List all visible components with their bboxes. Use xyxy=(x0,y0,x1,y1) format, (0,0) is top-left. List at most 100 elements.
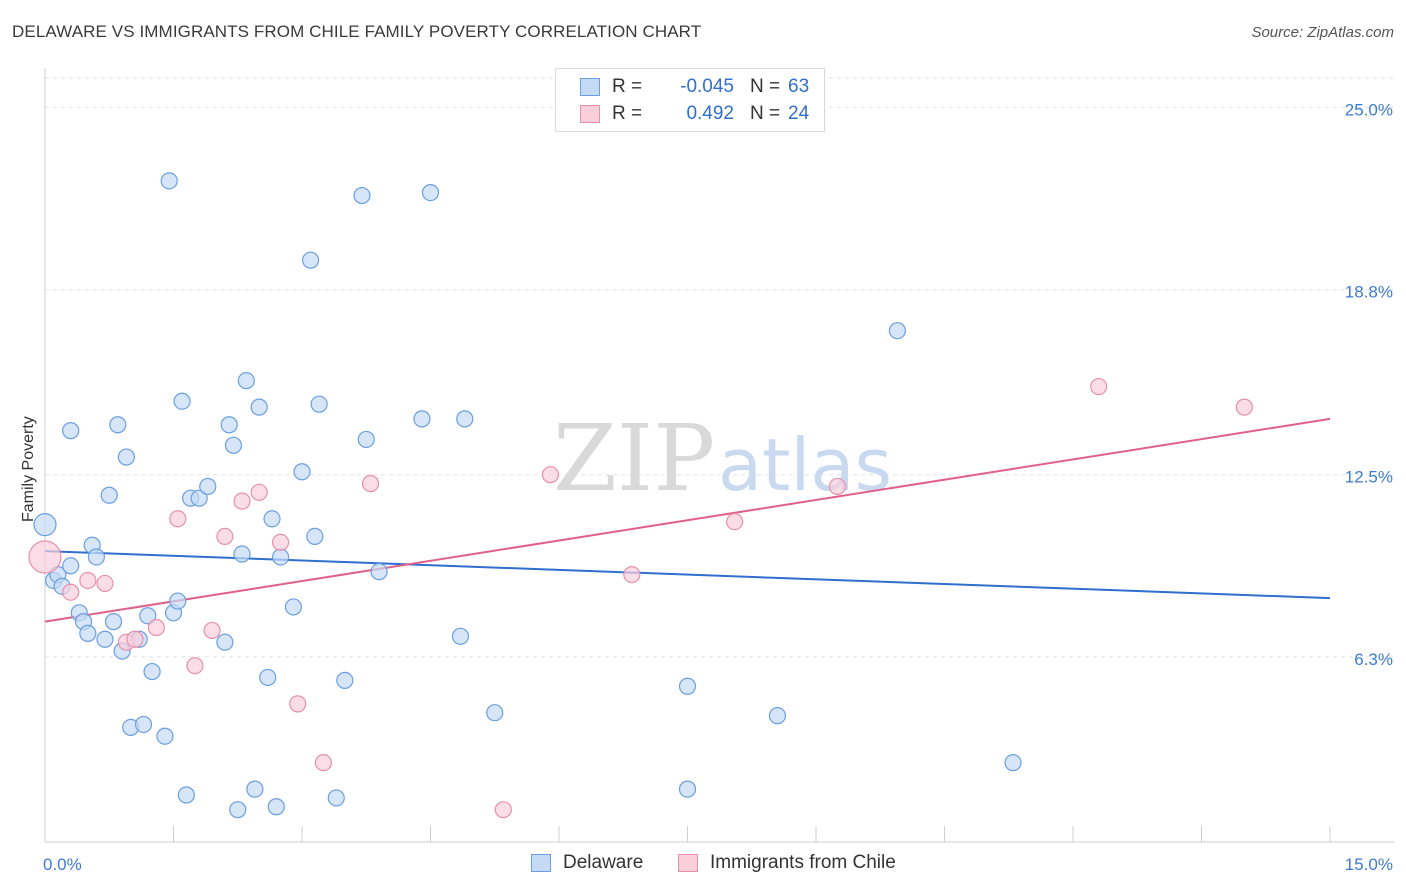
chile-point xyxy=(203,621,221,640)
chile-point xyxy=(186,657,204,675)
y-tick-label: 25.0% xyxy=(1345,100,1393,119)
source-label: Source: ZipAtlas.com xyxy=(1251,24,1394,41)
delaware-point xyxy=(216,633,234,651)
chile-point xyxy=(494,801,512,819)
delaware-swatch xyxy=(531,854,551,872)
delaware-point xyxy=(267,798,285,816)
delaware-point xyxy=(96,630,114,648)
chile-point xyxy=(96,574,114,593)
delaware-point xyxy=(370,563,388,581)
legend-label-delaware: Delaware xyxy=(563,852,644,873)
chile-point xyxy=(271,533,290,551)
delaware-point xyxy=(199,477,217,496)
y-tick-label: 6.3% xyxy=(1354,650,1393,669)
x-tick-label-max: 15.0% xyxy=(1345,855,1393,874)
y-axis-label: Family Poverty xyxy=(20,416,37,522)
delaware-point xyxy=(301,251,320,269)
delaware-point xyxy=(33,513,57,537)
n-value: 63 xyxy=(788,76,810,97)
r-label: R = xyxy=(612,76,643,97)
delaware-point xyxy=(678,780,697,798)
series-legend: Delaware Immigrants from Chile xyxy=(0,852,1406,876)
delaware-point xyxy=(100,486,118,504)
delaware-point xyxy=(1004,754,1022,772)
chile-point xyxy=(233,492,251,510)
r-value: -0.045 xyxy=(680,76,734,97)
delaware-point xyxy=(104,613,123,631)
chile-point xyxy=(250,483,268,501)
chile-point xyxy=(726,513,744,531)
delaware-point xyxy=(143,662,161,681)
delaware-point xyxy=(678,677,697,695)
delaware-point xyxy=(237,372,255,390)
watermark-atlas: atlas xyxy=(718,423,892,507)
delaware-point xyxy=(233,545,251,563)
delaware-point xyxy=(134,715,153,734)
delaware-point xyxy=(117,448,135,466)
delaware-point xyxy=(336,671,354,689)
chile-point xyxy=(1235,398,1253,416)
legend-item-chile[interactable]: Immigrants from Chile xyxy=(678,852,896,874)
delaware-point xyxy=(357,430,375,449)
delaware-point xyxy=(263,510,281,528)
chile-point xyxy=(314,754,333,772)
tick-labels: 25.0% 18.8% 12.5% 6.3% 0.0% 15.0% xyxy=(43,100,1393,874)
chile-point xyxy=(541,466,560,484)
n-value: 24 xyxy=(788,103,810,124)
delaware-point xyxy=(190,489,208,507)
delaware-point xyxy=(768,707,787,725)
chile-point xyxy=(623,565,641,584)
delaware-point xyxy=(306,527,324,546)
chile-point xyxy=(126,630,144,648)
chile-swatch xyxy=(678,854,698,872)
delaware-point xyxy=(259,668,277,687)
chile-point xyxy=(28,540,62,574)
x-tick-label-min: 0.0% xyxy=(43,855,82,874)
delaware-point xyxy=(79,624,97,642)
delaware-point xyxy=(139,607,157,625)
delaware-point xyxy=(87,548,106,566)
delaware-point xyxy=(229,801,247,819)
chile-point xyxy=(289,695,307,713)
delaware-point xyxy=(888,322,906,340)
chile-point xyxy=(169,510,187,528)
chile-point xyxy=(828,477,847,496)
legend-row-chile: R = 0.492 N = 24 xyxy=(580,102,809,126)
delaware-point xyxy=(220,416,238,434)
n-label: N = xyxy=(750,103,781,124)
n-label: N = xyxy=(750,76,781,97)
delaware-point xyxy=(456,410,474,428)
delaware-point xyxy=(169,592,187,610)
delaware-point xyxy=(310,395,328,413)
delaware-point xyxy=(109,416,127,434)
delaware-point xyxy=(224,436,243,454)
delaware-point xyxy=(62,422,80,440)
delaware-point xyxy=(156,727,174,745)
chile-point xyxy=(1090,377,1108,396)
chile-point xyxy=(79,571,97,590)
chile-swatch xyxy=(580,105,600,123)
r-value: 0.492 xyxy=(686,103,734,124)
delaware-point xyxy=(177,786,195,804)
r-label: R = xyxy=(612,103,643,124)
delaware-point xyxy=(271,548,290,566)
delaware-point xyxy=(284,598,303,616)
delaware-point xyxy=(160,172,178,190)
chart-title: DELAWARE VS IMMIGRANTS FROM CHILE FAMILY… xyxy=(12,22,702,41)
legend-label-chile: Immigrants from Chile xyxy=(710,852,896,873)
trend-lines xyxy=(44,417,1331,623)
delaware-point xyxy=(451,627,470,645)
legend-row-delaware: R = -0.045 N = 63 xyxy=(580,75,809,99)
delaware-point xyxy=(173,392,191,410)
y-tick-label: 18.8% xyxy=(1345,283,1393,302)
delaware-point xyxy=(486,704,504,722)
delaware-trend-line xyxy=(44,550,1331,600)
watermark-zip: ZIP xyxy=(553,405,715,512)
grid-lines xyxy=(45,77,1394,658)
delaware-point xyxy=(327,789,345,807)
chile-point xyxy=(216,527,234,546)
delaware-point xyxy=(421,184,440,202)
legend-item-delaware[interactable]: Delaware xyxy=(531,852,643,874)
delaware-point xyxy=(293,463,311,481)
